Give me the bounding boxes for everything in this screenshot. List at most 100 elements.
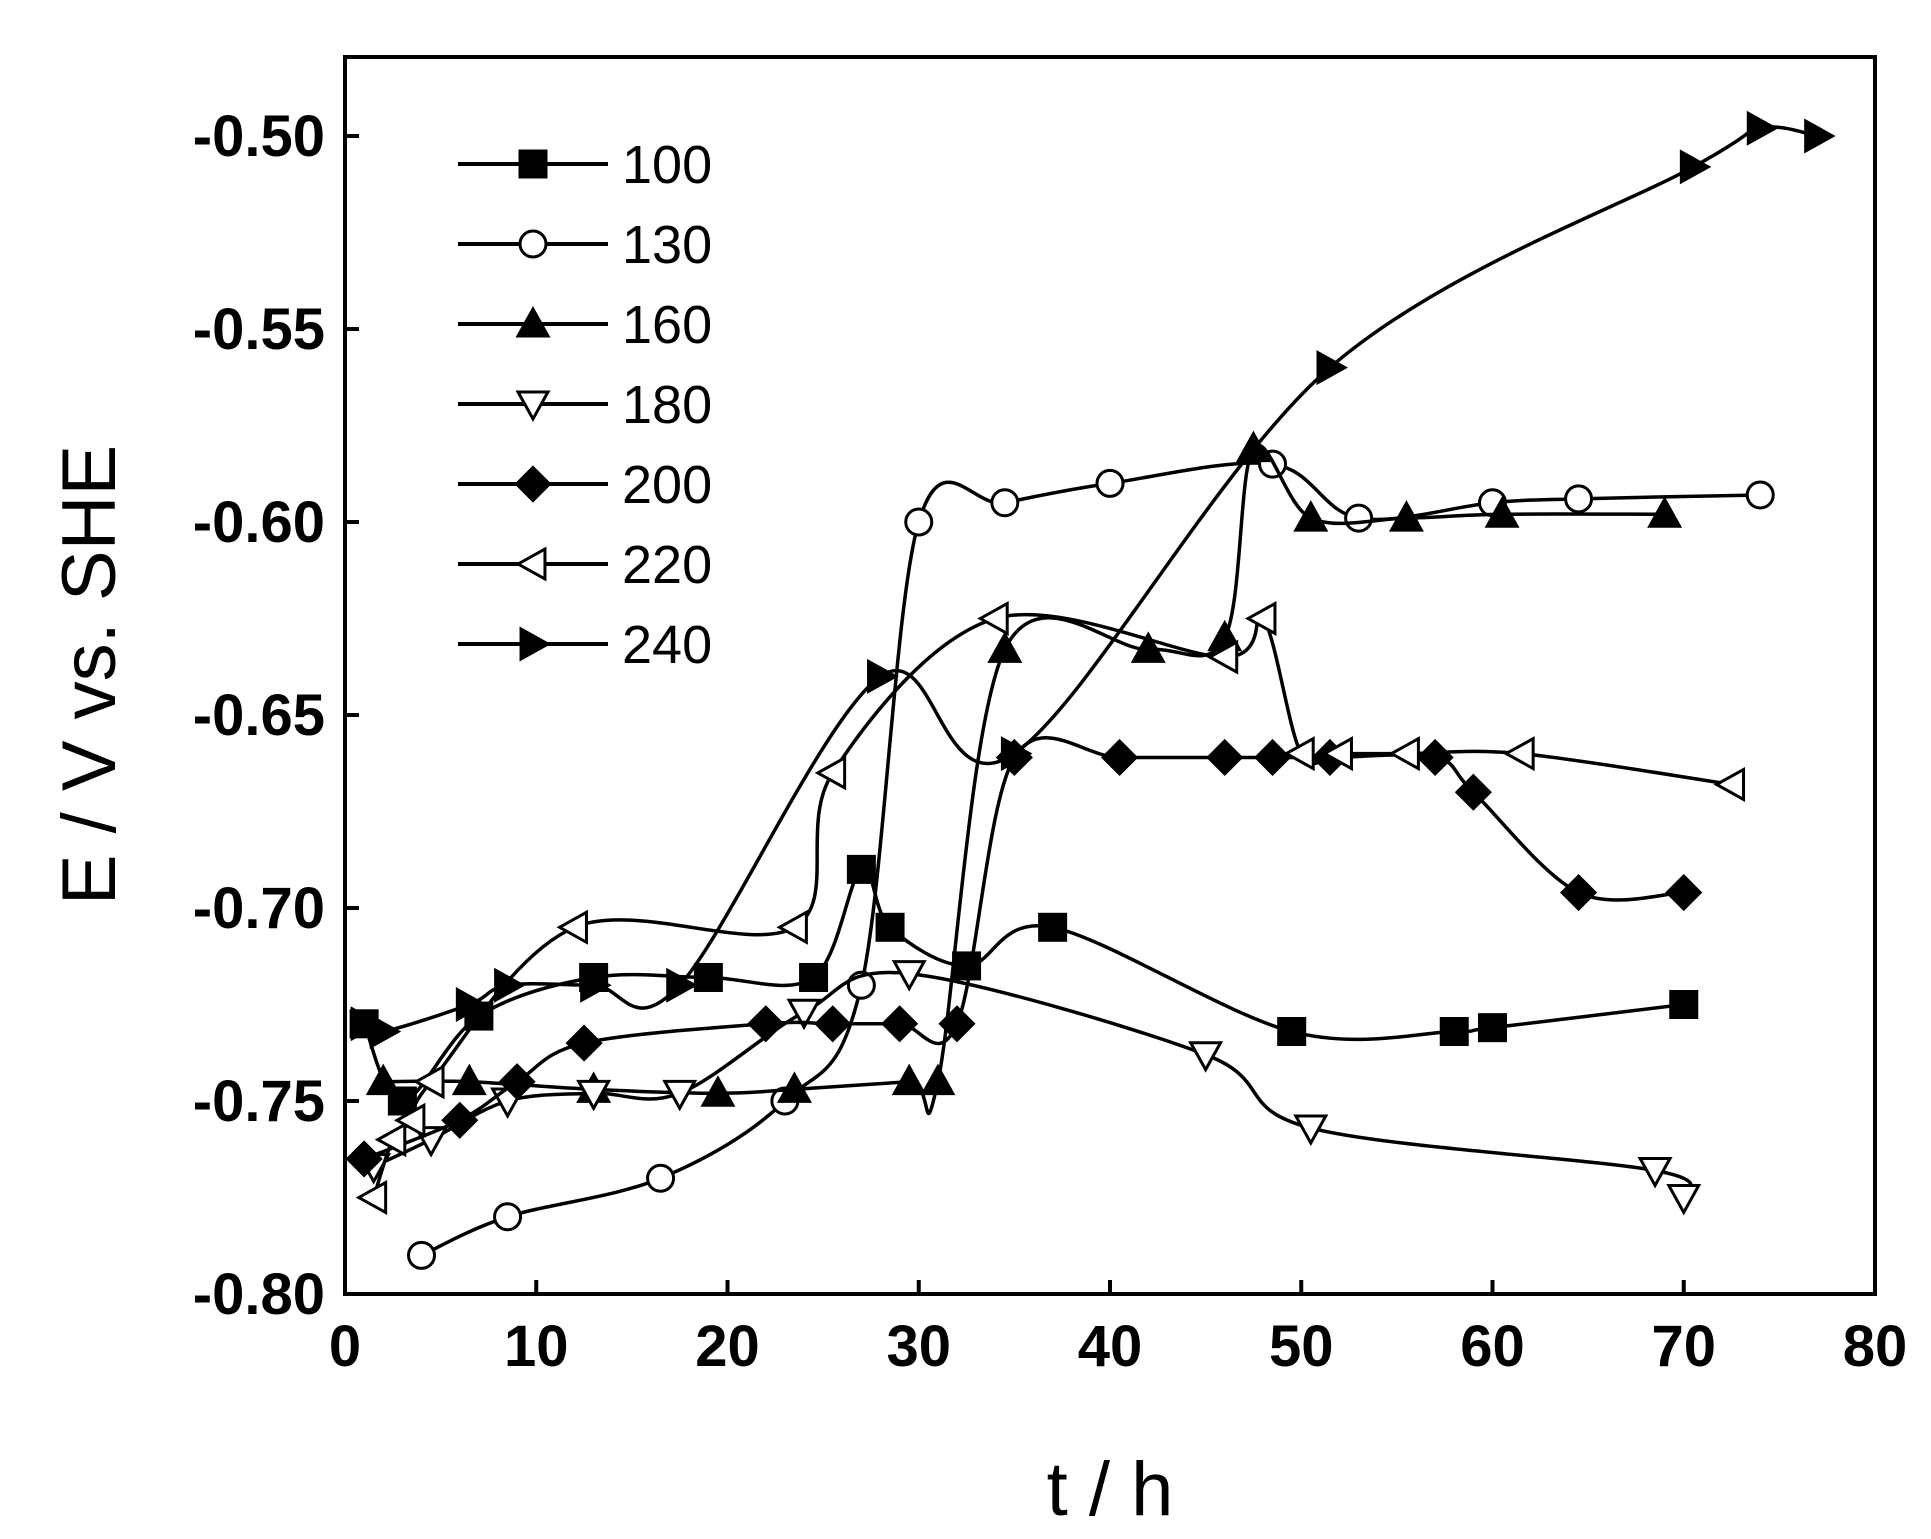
- x-tick-label: 30: [886, 1314, 951, 1379]
- data-point-180: [1637, 1157, 1673, 1189]
- data-point-160: [1647, 496, 1683, 528]
- series-line-220: [372, 612, 1732, 1199]
- data-point-200: [747, 1005, 785, 1043]
- legend-label: 160: [622, 295, 712, 355]
- data-point-220: [776, 909, 808, 945]
- data-point-220: [1388, 736, 1420, 772]
- legend-marker: [514, 465, 552, 503]
- data-point-180: [1293, 1114, 1329, 1147]
- series-200: [345, 736, 1703, 1178]
- x-tick-label: 20: [695, 1314, 760, 1379]
- data-point-100: [846, 854, 876, 884]
- data-point-160: [1388, 500, 1424, 532]
- data-point-160: [1484, 496, 1520, 528]
- x-tick-label: 60: [1460, 1314, 1525, 1379]
- data-point-200: [1559, 873, 1598, 912]
- data-point-200: [814, 1005, 852, 1043]
- data-point-220: [1283, 736, 1315, 772]
- data-point-200: [345, 1140, 383, 1178]
- legend-entry-220: 220: [458, 535, 712, 595]
- data-point-220: [814, 755, 847, 791]
- data-point-100: [1669, 990, 1699, 1019]
- legend-marker: [519, 626, 552, 662]
- data-point-220: [393, 1102, 426, 1138]
- data-point-200: [1416, 738, 1454, 777]
- y-tick-label: -0.60: [193, 490, 325, 555]
- x-tick-label: 80: [1843, 1314, 1908, 1379]
- x-tick-label: 10: [504, 1314, 569, 1379]
- data-point-100: [1277, 1017, 1307, 1047]
- data-point-200: [938, 1005, 976, 1043]
- data-point-100: [1038, 912, 1068, 942]
- data-point-160: [891, 1063, 927, 1096]
- data-point-220: [355, 1180, 388, 1215]
- legend-entry-100: 100: [458, 135, 712, 195]
- data-point-200: [441, 1101, 479, 1139]
- legend-entry-240: 240: [458, 615, 712, 675]
- data-point-240: [580, 967, 612, 1003]
- data-point-200: [1206, 738, 1244, 777]
- data-point-130: [990, 488, 1020, 518]
- data-point-240: [1000, 736, 1033, 772]
- legend-marker: [518, 229, 548, 259]
- data-point-130: [493, 1202, 523, 1232]
- x-tick-label: 0: [329, 1314, 361, 1379]
- data-point-160: [1293, 500, 1329, 532]
- legend-marker: [514, 546, 547, 582]
- data-point-240: [350, 1006, 383, 1042]
- data-point-200: [1454, 773, 1492, 811]
- y-tick-label: -0.70: [193, 876, 325, 941]
- data-point-130: [1564, 484, 1594, 514]
- y-tick-label: -0.55: [193, 297, 325, 362]
- data-point-100: [387, 1086, 417, 1116]
- data-point-160: [700, 1075, 736, 1107]
- data-point-180: [662, 1079, 698, 1112]
- x-tick-label: 70: [1651, 1314, 1716, 1379]
- data-point-160: [451, 1063, 487, 1096]
- data-point-200: [1100, 738, 1139, 777]
- series-layer: [345, 110, 1836, 1270]
- data-point-240: [369, 1014, 402, 1050]
- legend-entry-130: 130: [458, 215, 712, 275]
- data-point-220: [1321, 736, 1353, 772]
- series-line-240: [363, 125, 1818, 1034]
- data-point-180: [1188, 1041, 1224, 1073]
- data-point-200: [1253, 738, 1292, 777]
- legend-label: 220: [622, 535, 712, 595]
- legend-entry-180: 180: [458, 375, 712, 435]
- y-tick-label: -0.80: [193, 1262, 325, 1327]
- data-point-180: [1666, 1184, 1702, 1216]
- legend-label: 180: [622, 375, 712, 435]
- data-point-200: [498, 1063, 536, 1101]
- data-point-220: [413, 1064, 445, 1100]
- data-point-240: [1316, 350, 1348, 386]
- data-point-220: [556, 909, 588, 945]
- data-point-240: [494, 967, 526, 1003]
- data-point-130: [1745, 480, 1775, 510]
- data-point-240: [666, 967, 698, 1003]
- data-point-240: [867, 658, 899, 694]
- data-point-220: [1713, 766, 1746, 802]
- legend-marker: [518, 149, 548, 179]
- data-point-240: [455, 987, 488, 1022]
- data-point-130: [904, 507, 934, 537]
- legend-marker: [515, 390, 551, 423]
- y-tick-label: -0.50: [193, 104, 325, 169]
- data-point-180: [786, 998, 822, 1031]
- data-point-130: [646, 1163, 676, 1193]
- data-point-200: [565, 1024, 603, 1062]
- legend-label: 130: [622, 215, 712, 275]
- x-axis-ticks: 0 10 20 30 40 50 60 70 80: [329, 1280, 1907, 1379]
- data-point-100: [693, 962, 723, 992]
- data-point-100: [875, 912, 905, 942]
- data-point-180: [891, 960, 927, 992]
- series-240: [350, 110, 1836, 1050]
- data-point-130: [407, 1240, 436, 1270]
- x-axis-label: t / h: [1047, 1447, 1174, 1532]
- data-point-160: [987, 631, 1023, 663]
- data-point-130: [1344, 503, 1374, 533]
- data-point-220: [977, 601, 1009, 636]
- data-point-240: [1804, 118, 1836, 154]
- data-point-100: [1478, 1013, 1507, 1043]
